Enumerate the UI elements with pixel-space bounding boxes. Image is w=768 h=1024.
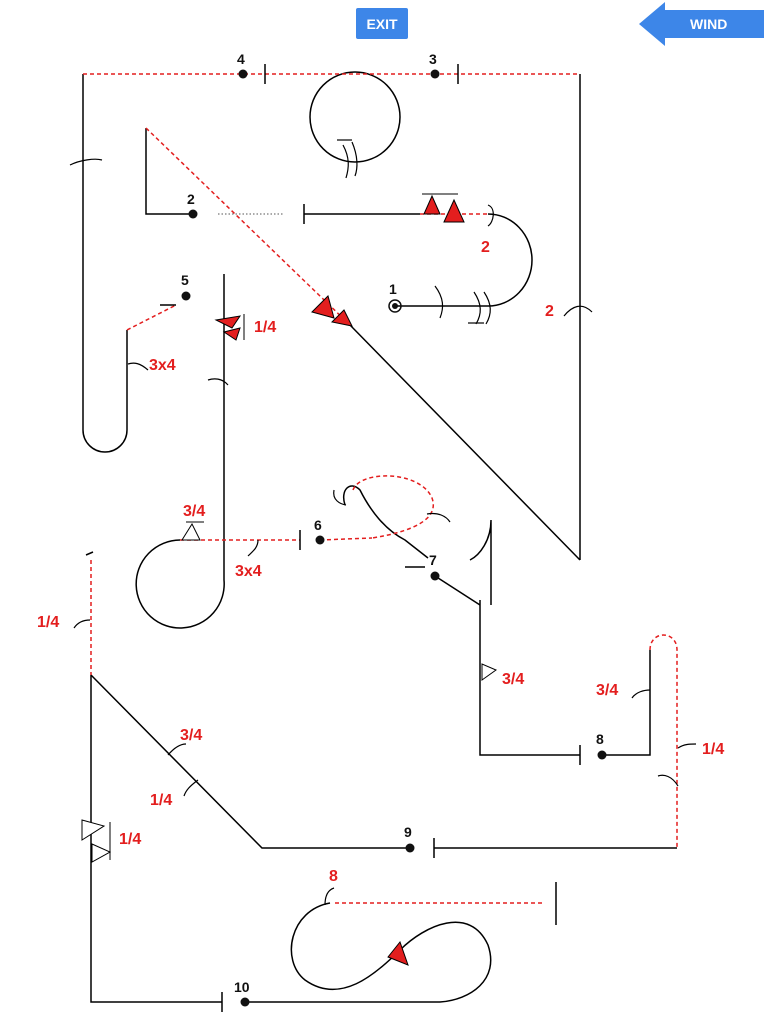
maneuver-label: 3/4 (502, 671, 524, 688)
gate-numbers: 1 2 3 4 5 6 7 8 9 10 (181, 51, 604, 995)
maneuver-label: 1/4 (150, 792, 172, 809)
gate-number-3: 3 (429, 51, 437, 67)
gate-bars (85, 64, 581, 1012)
maneuver-label: 1/4 (254, 319, 276, 336)
gate-number-7: 7 (429, 552, 437, 568)
dashed-path (83, 73, 678, 904)
maneuver-label: 1/4 (37, 614, 59, 631)
maneuver-label: 2 (545, 303, 554, 320)
maneuver-label: 8 (329, 868, 338, 885)
maneuver-label: 3/4 (596, 682, 618, 699)
maneuver-labels: 2 2 1/4 3x4 3/4 3x4 1/4 3/4 3/4 1/4 3/4 … (37, 239, 724, 885)
gate-dots (181, 69, 607, 1007)
roll-markers (81, 193, 498, 966)
exit-button[interactable]: EXIT (356, 8, 408, 39)
direction-arrows (69, 139, 697, 906)
gate-number-10: 10 (234, 979, 250, 995)
maneuver-label: 1/4 (702, 741, 724, 758)
flight-path (82, 71, 677, 1003)
gate-number-4: 4 (237, 51, 245, 67)
gate-number-2: 2 (187, 191, 195, 207)
maneuver-label: 3x4 (235, 563, 262, 580)
wind-arrow-icon (639, 2, 764, 46)
gate-number-5: 5 (181, 272, 189, 288)
gate-number-8: 8 (596, 731, 604, 747)
maneuver-label: 1/4 (119, 831, 141, 848)
maneuver-label: 2 (481, 239, 490, 256)
gate-number-1: 1 (389, 281, 397, 297)
maneuver-label: 3x4 (149, 357, 176, 374)
gate-number-9: 9 (404, 824, 412, 840)
maneuver-label: 3/4 (183, 503, 205, 520)
maneuver-label: 3/4 (180, 727, 202, 744)
gate-number-6: 6 (314, 517, 322, 533)
